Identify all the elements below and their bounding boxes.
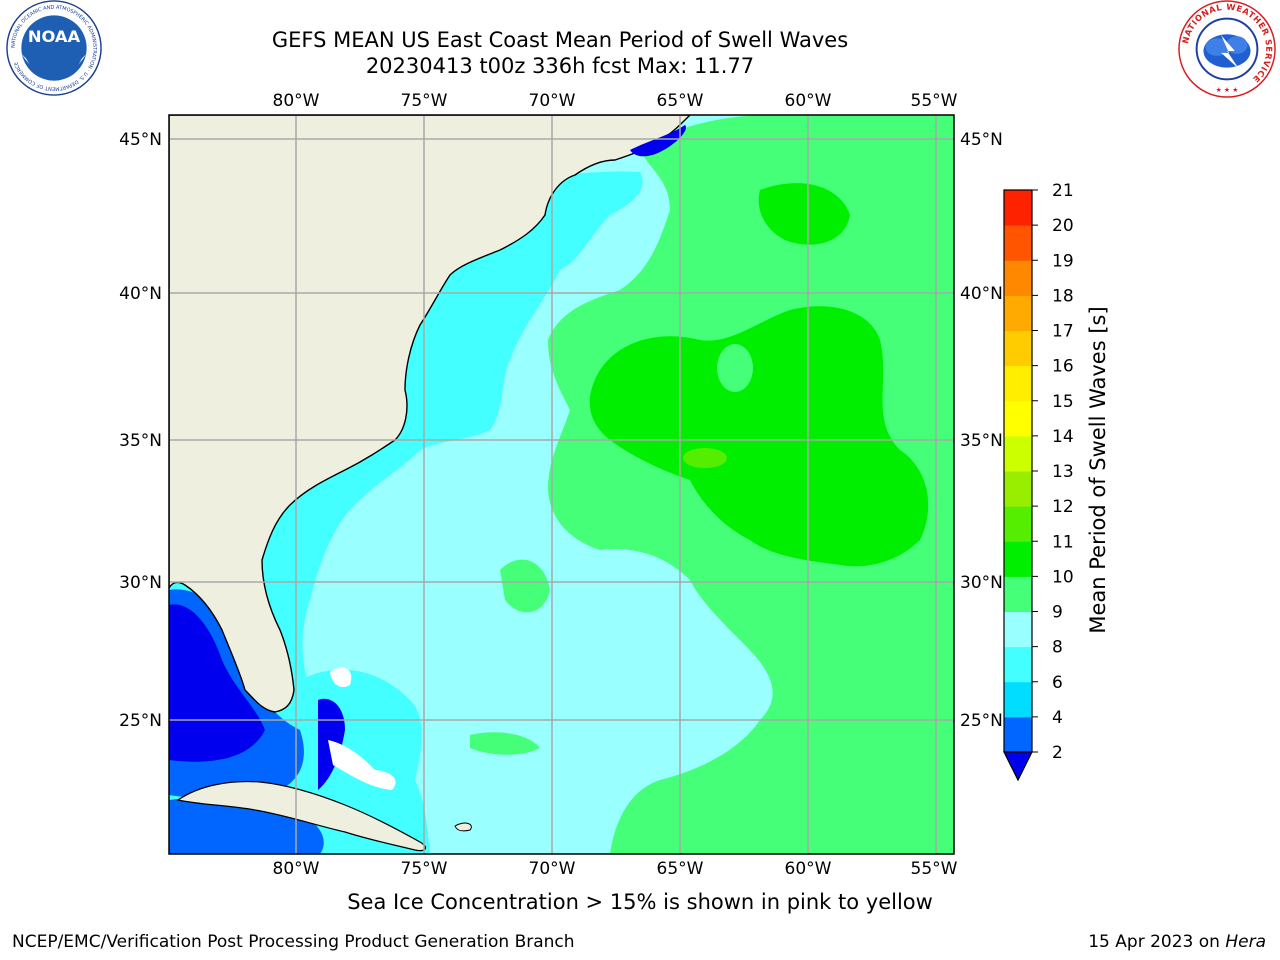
colorbar-segment	[1004, 716, 1032, 753]
lon-tick-top: 60°W	[785, 91, 832, 111]
colorbar-tick-label: 15	[1052, 392, 1074, 412]
land-cuba	[176, 781, 427, 852]
colorbar-tick-label: 18	[1052, 286, 1074, 306]
colorbar-segment	[1004, 365, 1032, 402]
map-area	[169, 115, 954, 854]
graticule	[169, 115, 954, 854]
field-9-10s-patch	[470, 732, 540, 755]
lon-tick-top: 65°W	[657, 91, 704, 111]
lat-tick-right: 35°N	[960, 431, 1003, 451]
sea-ice-caption: Sea Ice Concentration > 15% is shown in …	[347, 890, 933, 914]
lon-tick-bottom: 80°W	[273, 859, 320, 879]
map-frame	[168, 114, 955, 855]
colorbar-tick-label: 21	[1052, 181, 1074, 201]
field-9-10s-patch	[500, 559, 550, 613]
lon-tick-bottom: 60°W	[785, 859, 832, 879]
colorbar-tick-label: 16	[1052, 357, 1074, 377]
map-title: GEFS MEAN US East Coast Mean Period of S…	[271, 28, 849, 52]
colorbar-segment	[1004, 330, 1032, 367]
land-bahamas	[328, 667, 396, 790]
field-under-2s-gulf	[169, 604, 265, 762]
colorbar-segment	[1004, 295, 1032, 331]
lon-tick-bottom: 55°W	[911, 859, 958, 879]
colorbar-tick-label: 2	[1052, 743, 1063, 763]
land-hispaniola	[454, 822, 472, 832]
colorbar-segment	[1004, 576, 1032, 612]
field-11-12s-spot	[683, 448, 727, 468]
nws-logo: NATIONAL WEATHER SERVICE ★ ★ ★	[1178, 0, 1276, 98]
colorbar-segment	[1004, 506, 1032, 542]
colorbar-tick-label: 10	[1052, 567, 1074, 587]
lat-tick-left: 30°N	[119, 573, 162, 593]
colorbar-segment	[1004, 611, 1032, 648]
colorbar-tick-label: 17	[1052, 322, 1074, 342]
colorbar-tick-label: 4	[1052, 708, 1063, 728]
footer-date-text: 15 Apr 2023 on	[1088, 932, 1226, 952]
land-maritimes-sea-ice	[630, 125, 686, 157]
field-10-11s	[589, 306, 929, 567]
colorbar-tick-label: 19	[1052, 251, 1074, 271]
land-north-america	[169, 115, 691, 713]
colorbar-tick-label: 9	[1052, 603, 1063, 623]
lon-tick-top: 80°W	[273, 91, 320, 111]
lat-tick-left: 25°N	[119, 711, 162, 731]
colorbar-tick-label: 20	[1052, 216, 1074, 236]
lat-tick-left: 40°N	[119, 284, 162, 304]
noaa-logo-text: NOAA	[28, 27, 81, 46]
colorbar-label: Mean Period of Swell Waves [s]	[1086, 306, 1110, 633]
lon-tick-bottom: 65°W	[657, 859, 704, 879]
lat-tick-left: 35°N	[119, 431, 162, 451]
colorbar-segment	[1004, 260, 1032, 296]
colorbar-segment	[1004, 471, 1032, 507]
colorbar-tick-label: 12	[1052, 497, 1074, 517]
footer-credit: NCEP/EMC/Verification Post Processing Pr…	[12, 932, 575, 952]
lon-tick-bottom: 70°W	[529, 859, 576, 879]
colorbar-tick-label: 14	[1052, 427, 1074, 447]
lon-tick-top: 70°W	[529, 91, 576, 111]
lat-tick-left: 45°N	[119, 130, 162, 150]
colorbar-under-triangle	[1003, 751, 1033, 782]
colorbar-segment	[1004, 190, 1032, 226]
colorbar-tick-label: 6	[1052, 673, 1063, 693]
field-9-10s-eddy	[717, 344, 753, 392]
colorbar-segment	[1004, 435, 1032, 472]
noaa-logo: NOAA NATIONAL OCEANIC AND ATMOSPHERIC AD…	[6, 0, 102, 96]
colorbar-segment	[1004, 681, 1032, 718]
footer-machine: Hera	[1225, 932, 1266, 952]
svg-text:★ ★ ★: ★ ★ ★	[1216, 86, 1239, 94]
map-subtitle: 20230413 t00z 336h fcst Max: 11.77	[365, 54, 755, 78]
colorbar-segment	[1004, 225, 1032, 261]
lon-tick-bottom: 75°W	[401, 859, 448, 879]
colorbar-tick-label: 13	[1052, 462, 1074, 482]
lat-tick-right: 25°N	[960, 711, 1003, 731]
colorbar: 2 4 6 8 9 10 11 12 13 14 15 16 17 18 19 20 21	[1003, 181, 1074, 782]
lat-tick-right: 30°N	[960, 573, 1003, 593]
field-10-11s-north	[758, 183, 850, 245]
colorbar-tick-label: 11	[1052, 532, 1074, 552]
lat-tick-right: 40°N	[960, 284, 1003, 304]
footer-date: 15 Apr 2023 on Hera	[1088, 932, 1266, 952]
colorbar-segment	[1004, 646, 1032, 683]
lon-tick-top: 55°W	[911, 91, 958, 111]
lon-tick-top: 75°W	[401, 91, 448, 111]
lat-tick-right: 45°N	[960, 130, 1003, 150]
colorbar-segment	[1004, 400, 1032, 437]
colorbar-tick-label: 8	[1052, 638, 1063, 658]
colorbar-segment	[1004, 541, 1032, 577]
